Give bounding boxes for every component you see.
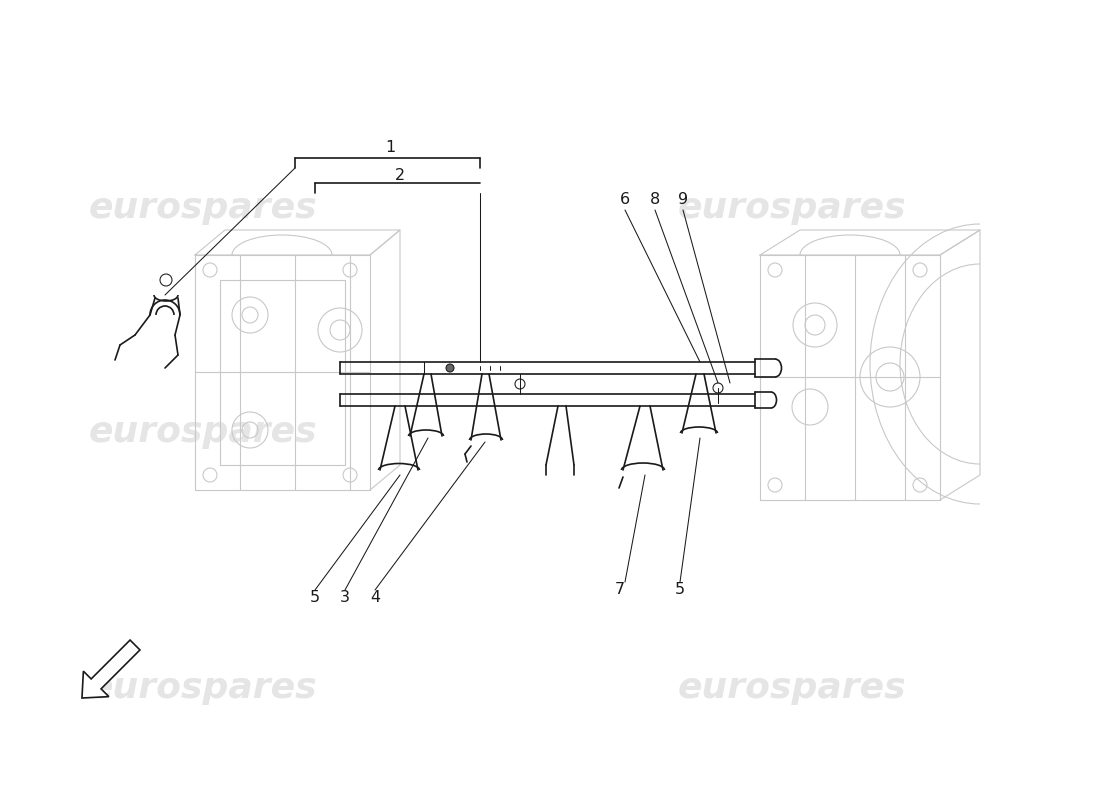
Text: eurospares: eurospares xyxy=(89,671,318,705)
Text: eurospares: eurospares xyxy=(678,671,906,705)
Text: 1: 1 xyxy=(385,141,395,155)
Text: eurospares: eurospares xyxy=(89,415,318,449)
Text: 8: 8 xyxy=(650,193,660,207)
Text: 9: 9 xyxy=(678,193,689,207)
Text: eurospares: eurospares xyxy=(89,191,318,225)
Text: 5: 5 xyxy=(310,590,320,606)
Text: 3: 3 xyxy=(340,590,350,606)
Text: 6: 6 xyxy=(620,193,630,207)
Text: 5: 5 xyxy=(675,582,685,598)
Text: 2: 2 xyxy=(395,167,405,182)
Text: 7: 7 xyxy=(615,582,625,598)
Text: eurospares: eurospares xyxy=(678,191,906,225)
Polygon shape xyxy=(82,640,140,698)
Text: 4: 4 xyxy=(370,590,381,606)
Circle shape xyxy=(446,364,454,372)
